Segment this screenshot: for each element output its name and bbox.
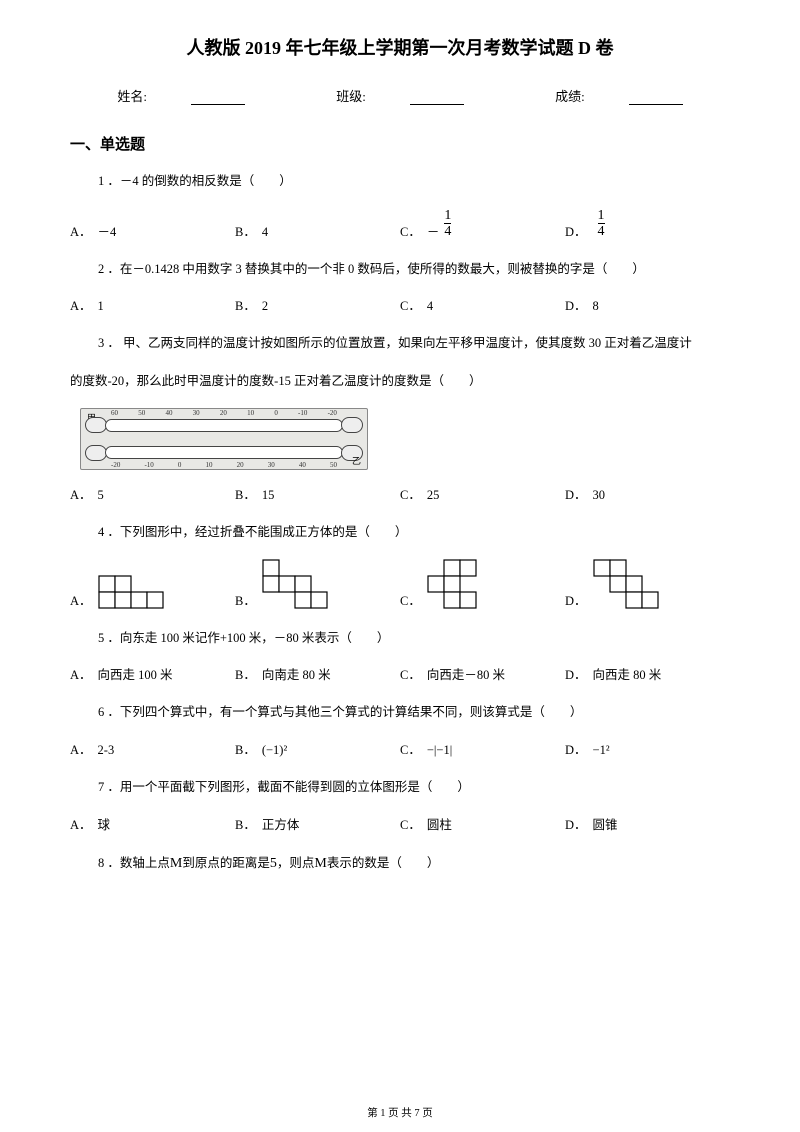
page-footer: 第 1 页 共 7 页 [0,1105,800,1120]
q3-c: 25 [427,488,440,503]
score-blank [629,104,683,105]
thermo-bot-nums: -20-1001020304050 [111,461,337,469]
thermometer-diagram: 甲 6050403020100-10-20 -20-1001020304050 … [80,408,368,470]
opt-a-label: A． [70,295,92,314]
opt-a-label: A． [70,814,92,833]
q8-text: 8 ．数轴上点M到原点的距离是5，则点M表示的数是（ ） [70,851,730,878]
q4-net-a [98,575,166,609]
class-blank [410,104,464,105]
q1-a: －4 [98,221,117,240]
score-label: 成绩: [555,89,585,104]
section-header: 一、单选题 [70,133,730,154]
q2-d: 8 [593,299,599,314]
q4-text: 4 ．下列图形中，经过折叠不能围成正方体的是（ ） [70,521,730,545]
q3-options: A． 5 B． 15 C． 25 D． 30 [70,484,730,503]
q2-text: 2 ．在－0.1428 中用数字 3 替换其中的一个非 0 数码后，使所得的数最… [70,258,730,282]
q7-a: 球 [98,814,111,833]
q2-c: 4 [427,299,433,314]
thermo-top-nums: 6050403020100-10-20 [111,409,337,417]
q4-net-c [427,559,495,609]
q7-text: 7 ．用一个平面截下列图形，截面不能得到圆的立体图形是（ ） [70,776,730,800]
opt-c-label: C． [400,484,421,503]
q4-net-b [262,559,330,609]
opt-a-label: A． [70,739,92,758]
opt-d-label: D． [565,295,587,314]
q1-text: 1 ．－4 的倒数的相反数是（ ） [70,170,730,194]
opt-d-label: D． [565,221,587,240]
q7-c: 圆柱 [427,814,452,833]
q3-d: 30 [593,488,606,503]
opt-b-label: B． [235,295,256,314]
q6-text: 6 ．下列四个算式中，有一个算式与其他三个算式的计算结果不同，则该算式是（ ） [70,701,730,725]
opt-c-label: C． [400,814,421,833]
q1-d-frac: 14 [598,208,605,240]
opt-d-label: D． [565,739,587,758]
q1-c-frac: 14 [444,208,451,240]
thermo-label-yi: 乙 [352,454,361,467]
opt-d-label: D． [565,590,587,609]
q4-options: A． B． C． D． [70,559,730,609]
q6-c: −|−1| [427,743,452,758]
opt-c-label: C． [400,739,421,758]
opt-a-label: A． [70,221,92,240]
info-row: 姓名: 班级: 成绩: [70,86,730,105]
opt-b-label: B． [235,739,256,758]
q6-d: −1² [593,743,610,758]
opt-a-label: A． [70,590,92,609]
opt-d-label: D． [565,664,587,683]
q7-b: 正方体 [262,814,300,833]
q2-a: 1 [98,299,104,314]
opt-c-label: C． [400,221,421,240]
opt-c-label: C． [400,295,421,314]
opt-a-label: A． [70,664,92,683]
q6-options: A． 2-3 B． (−1)² C． −|−1| D． −1² [70,739,730,758]
q6-a: 2-3 [98,743,115,758]
opt-b-label: B． [235,221,256,240]
q2-b: 2 [262,299,268,314]
q7-d: 圆锥 [593,814,618,833]
opt-b-label: B． [235,664,256,683]
q3-text-l2: 的度数-20，那么此时甲温度计的度数-15 正对着乙温度计的度数是（ ） [70,370,730,394]
q5-c: 向西走－80 米 [427,664,505,683]
q1-b: 4 [262,225,268,240]
q5-text: 5 ．向东走 100 米记作+100 米，－80 米表示（ ） [70,627,730,651]
q3-text-l1: 3 ． 甲、乙两支同样的温度计按如图所示的位置放置，如果向左平移甲温度计，使其度… [70,332,730,356]
q3-a: 5 [98,488,104,503]
opt-d-label: D． [565,814,587,833]
q1-options: A．－4 B．4 C．－14 D．14 [70,208,730,240]
q7-options: A． 球 B． 正方体 C． 圆柱 D． 圆锥 [70,814,730,833]
q5-d: 向西走 80 米 [593,664,662,683]
q5-b: 向南走 80 米 [262,664,331,683]
q5-a: 向西走 100 米 [98,664,173,683]
q4-net-d [593,559,661,609]
q1-c-prefix: － [427,221,440,240]
opt-c-label: C． [400,664,421,683]
class-label: 班级: [336,89,366,104]
opt-a-label: A． [70,484,92,503]
q6-b: (−1)² [262,743,287,758]
opt-b-label: B． [235,814,256,833]
opt-b-label: B． [235,590,256,609]
name-label: 姓名: [117,89,147,104]
opt-c-label: C． [400,590,421,609]
page-title: 人教版 2019 年七年级上学期第一次月考数学试题 D 卷 [70,34,730,60]
q2-options: A． 1 B． 2 C． 4 D． 8 [70,295,730,314]
opt-d-label: D． [565,484,587,503]
q5-options: A． 向西走 100 米 B． 向南走 80 米 C． 向西走－80 米 D． 向西走 … [70,664,730,683]
opt-b-label: B． [235,484,256,503]
q3-b: 15 [262,488,275,503]
name-blank [191,104,245,105]
